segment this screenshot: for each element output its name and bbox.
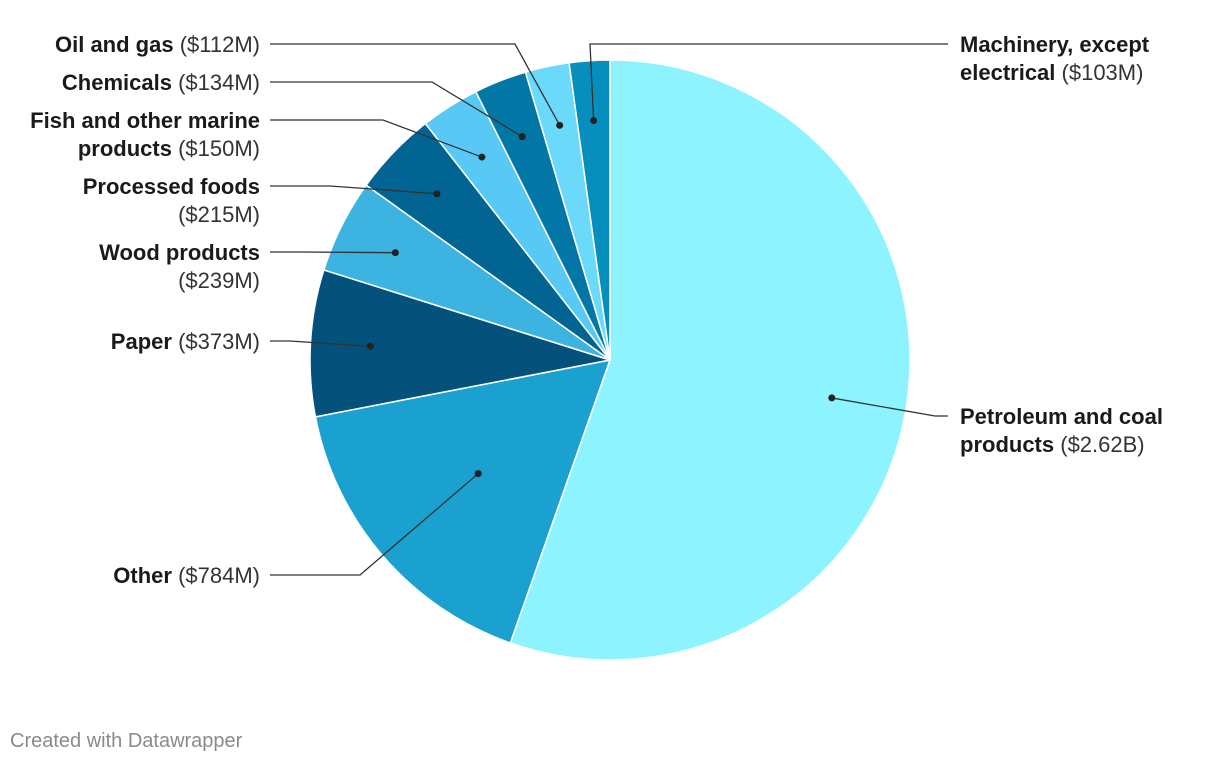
leader-dot-6 (478, 153, 486, 161)
leader-line-5 (270, 185, 437, 195)
leader-dot-4 (391, 249, 399, 257)
slice-label-5-line-1: Processed foods (83, 174, 260, 199)
slice-label-4-line-1: Wood products (99, 240, 260, 265)
leader-dot-8 (556, 121, 564, 129)
pie-slice-9 (568, 59, 611, 361)
leader-line-9 (589, 43, 948, 121)
leader-line-8 (270, 43, 561, 126)
slice-labels: Petroleum and coal products ($2.62B) Other… (30, 32, 1163, 588)
leader-line-1 (831, 397, 948, 417)
leader-line-3 (270, 340, 371, 347)
slice-label-1-line-2: products ($2.62B) (960, 432, 1145, 457)
pie-slices (309, 59, 911, 661)
leader-line-2 (270, 473, 479, 576)
leader-dot-9 (590, 117, 598, 125)
leader-dot-1 (828, 394, 836, 402)
slice-label-4-line-2: ($239M) (178, 268, 260, 293)
leader-dot-5 (433, 190, 441, 198)
slice-label-3-line-1: Paper ($373M) (111, 329, 260, 354)
leader-line-4 (270, 251, 396, 254)
leader-dot-3 (366, 342, 374, 350)
leader-line-6 (270, 119, 483, 158)
slice-label-2-line-1: Other ($784M) (113, 563, 260, 588)
leader-line-7 (270, 81, 523, 138)
slice-label-5-line-2: ($215M) (178, 202, 260, 227)
leader-dot-7 (518, 133, 526, 141)
slice-label-9-line-2: electrical ($103M) (960, 60, 1143, 85)
footer-credit: Created with Datawrapper (10, 730, 243, 752)
slice-label-6-line-1: Fish and other marine (30, 108, 260, 133)
slice-label-8-line-1: Oil and gas ($112M) (55, 32, 260, 57)
slice-label-7-line-1: Chemicals ($134M) (62, 70, 260, 95)
slice-label-1-line-1: Petroleum and coal (960, 404, 1163, 429)
slice-label-9-line-1: Machinery, except (960, 32, 1150, 57)
slice-label-6-line-2: products ($150M) (78, 136, 260, 161)
leader-dot-2 (474, 470, 482, 478)
